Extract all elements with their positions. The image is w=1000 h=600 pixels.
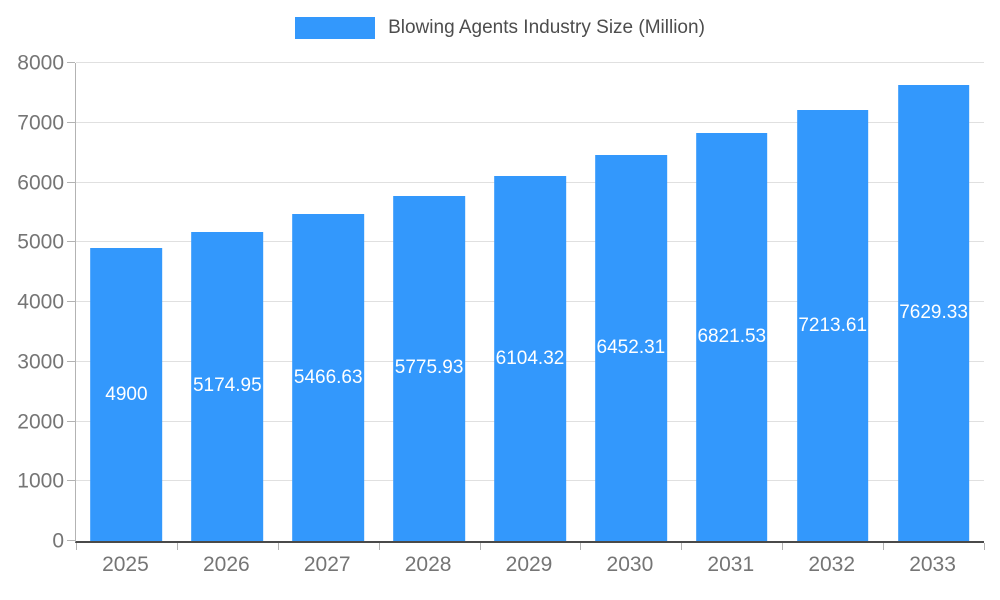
- y-tick-label: 6000: [17, 171, 64, 194]
- bar-value-label: 7629.33: [899, 302, 968, 324]
- bar-value-label: 6452.31: [596, 337, 666, 359]
- legend[interactable]: Blowing Agents Industry Size (Million): [0, 14, 1000, 42]
- bar-band: 6104.32: [480, 63, 581, 541]
- x-axis-labels: 2025 2026 2027 2028 2029 2030 2031 2032 2033: [75, 553, 983, 577]
- bar-value-label: 5466.63: [293, 366, 363, 388]
- bar-band: 5174.95: [177, 63, 278, 541]
- y-tick-label: 5000: [17, 230, 64, 254]
- y-tick-label: 7000: [17, 111, 64, 135]
- x-tick-mark: [176, 543, 178, 550]
- x-tick-label: 2029: [505, 553, 553, 576]
- y-tick-mark: [67, 62, 75, 63]
- bars-layer: 4900 5174.95 5466.63 5775.93 6104.32 6452.31 6…: [76, 63, 984, 541]
- x-tick-mark: [984, 543, 985, 550]
- bar: 6104.32: [494, 176, 566, 541]
- bar-value-label: 5174.95: [192, 375, 262, 397]
- x-tick-label: 2025: [102, 553, 149, 576]
- bar: 5466.63: [292, 214, 365, 541]
- bar: 5775.93: [393, 195, 465, 541]
- bar-value-label: 4900: [105, 383, 148, 405]
- x-tick-label: 2031: [707, 553, 755, 576]
- plot-area: 4900 5174.95 5466.63 5775.93 6104.32 6452.31 6…: [67, 62, 985, 550]
- bar-band: 5775.93: [379, 63, 480, 541]
- bar-value-label: 7213.61: [798, 314, 868, 336]
- x-tick-label: 2033: [909, 553, 956, 576]
- bar-band: 5466.63: [278, 63, 379, 541]
- x-tick-mark: [76, 543, 77, 550]
- y-tick-mark: [67, 121, 75, 123]
- y-tick-label: 1000: [17, 469, 64, 493]
- y-tick-mark: [67, 480, 75, 482]
- x-tick-label: 2027: [303, 553, 351, 576]
- legend-swatch[interactable]: [295, 17, 376, 39]
- bar-value-label: 6821.53: [697, 326, 767, 348]
- y-tick-mark: [67, 241, 75, 243]
- y-axis-labels: 0 1000 2000 3000 4000 5000 6000 7000 8000: [0, 53, 64, 552]
- bar: 5174.95: [191, 231, 264, 541]
- x-tick-mark: [681, 543, 683, 550]
- gridline: [76, 121, 984, 123]
- bar-value-label: 5775.93: [394, 357, 464, 379]
- y-tick-label: 0: [52, 529, 64, 553]
- x-tick-label: 2026: [202, 553, 250, 576]
- y-tick-mark: [67, 360, 75, 362]
- y-tick-label: 4000: [17, 290, 64, 314]
- bar: 6821.53: [695, 133, 768, 541]
- y-tick-mark: [67, 540, 75, 541]
- y-tick-mark: [67, 301, 75, 302]
- x-tick-label: 2028: [404, 553, 452, 576]
- x-tick-mark: [277, 543, 279, 550]
- bar-band: 7213.61: [782, 63, 883, 541]
- x-tick-mark: [580, 543, 582, 550]
- bar-band: 6452.31: [580, 63, 681, 541]
- x-tick-mark: [782, 543, 784, 550]
- bar: 4900: [90, 248, 163, 541]
- bar: 6452.31: [595, 155, 667, 541]
- bar-band: 7629.33: [883, 63, 984, 541]
- x-tick-mark: [378, 543, 380, 550]
- y-tick-label: 2000: [17, 410, 64, 433]
- gridline: [76, 62, 984, 63]
- x-tick-mark: [479, 543, 481, 550]
- y-tick-label: 8000: [17, 51, 64, 75]
- bar-value-label: 6104.32: [495, 347, 565, 369]
- bar-band: 6821.53: [681, 63, 782, 541]
- y-tick-label: 3000: [17, 350, 64, 374]
- x-tick-label: 2032: [808, 553, 856, 576]
- bar-band: 4900: [76, 63, 177, 541]
- y-tick-mark: [67, 181, 75, 183]
- x-tick-label: 2030: [606, 553, 654, 576]
- bar: 7629.33: [897, 85, 970, 541]
- legend-label[interactable]: Blowing Agents Industry Size (Million): [388, 17, 705, 38]
- y-tick-mark: [67, 420, 75, 422]
- bar: 7213.61: [796, 110, 869, 541]
- x-tick-mark: [883, 543, 885, 550]
